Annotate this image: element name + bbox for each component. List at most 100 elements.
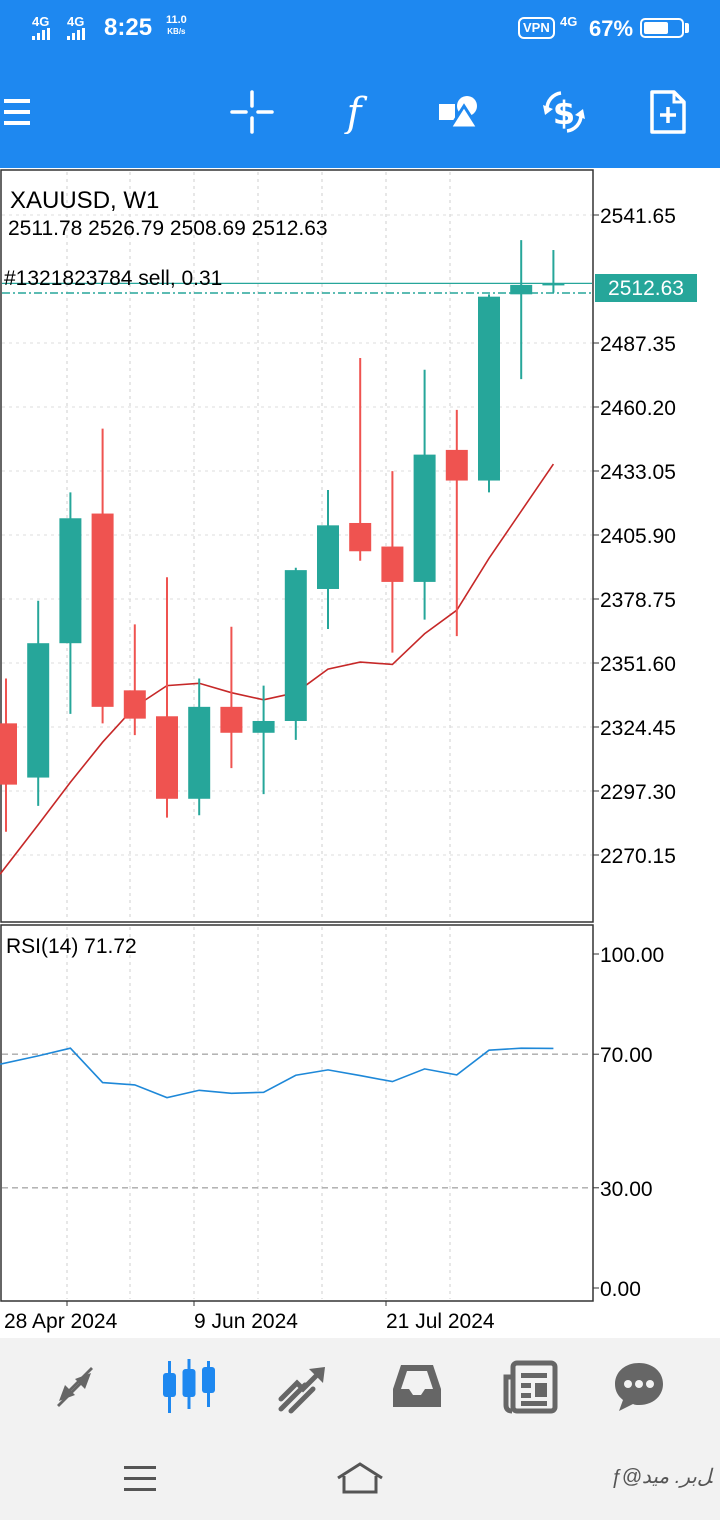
symbol-title: XAUUSD, W1: [10, 187, 159, 214]
candle-body: [188, 706, 211, 799]
objects-icon: [439, 96, 481, 130]
candle-body: [349, 522, 372, 552]
battery-fill: [644, 22, 668, 34]
nav-trade[interactable]: [268, 1356, 338, 1418]
ohlc-values: 2511.78 2526.79 2508.69 2512.63: [8, 217, 328, 240]
vpn-badge: VPN: [518, 17, 555, 39]
svg-text:f: f: [344, 90, 368, 134]
candle-body: [510, 284, 533, 295]
rsi-pane-frame: [0, 924, 594, 1302]
objects-button[interactable]: [430, 82, 490, 142]
candle-body: [123, 690, 146, 719]
chart-area[interactable]: XAUUSD, W1 2511.78 2526.79 2508.69 2512.…: [0, 168, 720, 1338]
moving-average: [0, 463, 555, 875]
battery-tip: [685, 23, 689, 33]
rsi-label: RSI(14) 71.72: [6, 935, 137, 958]
candle-body: [445, 449, 468, 481]
currency-icon: $: [543, 91, 585, 133]
home-icon: [337, 1462, 383, 1494]
candles: [0, 240, 565, 832]
price-tick-label: 2541.65: [600, 205, 676, 228]
candle-body: [220, 706, 243, 733]
price-tick-label: 2351.60: [600, 653, 676, 676]
current-price-tag: [595, 274, 697, 302]
menu-icon: [4, 99, 30, 125]
quotes-icon: [57, 1367, 93, 1407]
rsi-tick-label: 30.00: [600, 1178, 653, 1201]
rsi-tick-label: 100.00: [600, 944, 664, 967]
history-icon: [393, 1365, 441, 1407]
indicators-icon: f: [344, 90, 368, 134]
indicators-button[interactable]: f: [324, 82, 384, 142]
grid: [2, 172, 592, 1299]
signal-icon-2: 4G: [67, 14, 85, 29]
candle-body: [413, 454, 436, 582]
nav-history[interactable]: [382, 1356, 452, 1418]
price-tick-label: 2433.05: [600, 461, 676, 484]
recent-apps-icon: [124, 1466, 156, 1491]
battery-icon: [640, 18, 684, 38]
nav-chat[interactable]: [604, 1356, 674, 1418]
chat-icon: [615, 1363, 663, 1411]
chart-toolbar: f $: [0, 58, 720, 168]
price-tick-label: 2487.35: [600, 333, 676, 356]
speed-unit: KB/s: [167, 27, 186, 36]
crosshair-icon: [230, 90, 274, 134]
main-pane-frame: [0, 169, 594, 923]
candle-body: [542, 283, 565, 286]
network-speed: 11.0 KB/s: [166, 15, 187, 37]
candle-body: [59, 518, 82, 644]
rsi-tick-label: 70.00: [600, 1044, 653, 1067]
price-tick-label: 2460.20: [600, 397, 676, 420]
new-order-icon: [650, 90, 686, 134]
ma-series-line: [0, 463, 555, 875]
chart-icon: [163, 1359, 215, 1413]
current-price: 2512.63: [608, 277, 684, 300]
candle-body: [0, 723, 17, 785]
news-icon: [503, 1360, 558, 1414]
bottom-navigation: [0, 1338, 720, 1434]
date-label: 28 Apr 2024: [4, 1310, 118, 1333]
nav-chart[interactable]: [154, 1356, 224, 1418]
menu-button[interactable]: [0, 82, 44, 142]
nav-quotes[interactable]: [40, 1356, 110, 1418]
recent-apps-button[interactable]: [120, 1462, 160, 1496]
candle-body: [381, 546, 404, 582]
crosshair-button[interactable]: [222, 82, 282, 142]
price-tick-label: 2378.75: [600, 589, 676, 612]
home-button[interactable]: [334, 1458, 386, 1498]
signal-bars-icon-2: [67, 28, 85, 40]
status-bar: 4G 4G 8:25 11.0 KB/s VPN 4G 67%: [0, 0, 720, 58]
trade-icon: [278, 1367, 325, 1414]
clock: 8:25: [104, 14, 153, 41]
currency-button[interactable]: $: [534, 82, 594, 142]
rsi-tick-label: 0.00: [600, 1278, 641, 1301]
date-label: 9 Jun 2024: [194, 1310, 298, 1333]
watermark: ƒ@ﻞﺑﺮ. ﻣﻴﺪ: [610, 1466, 712, 1488]
price-tick-label: 2405.90: [600, 525, 676, 548]
nav-news[interactable]: [496, 1356, 566, 1418]
candle-body: [27, 643, 50, 778]
new-order-button[interactable]: [638, 82, 698, 142]
system-navigation: ƒ@ﻞﺑﺮ. ﻣﻴﺪ: [0, 1434, 720, 1520]
price-chart[interactable]: XAUUSD, W1 2511.78 2526.79 2508.69 2512.…: [0, 168, 720, 1338]
candle-body: [284, 570, 307, 721]
order-label[interactable]: #1321823784 sell, 0.31: [4, 267, 222, 290]
rsi-series-line: [0, 1047, 554, 1099]
candle-body: [478, 296, 500, 481]
price-tick-label: 2297.30: [600, 781, 676, 804]
candle-body: [91, 513, 114, 707]
rsi-axis: 100.00 70.00 30.00 0.00: [593, 944, 664, 1301]
price-tick-label: 2270.15: [600, 845, 676, 868]
candle-body: [252, 720, 275, 733]
candle-body: [156, 716, 178, 799]
battery-percent: 67%: [589, 16, 634, 41]
speed-value: 11.0: [166, 14, 187, 26]
signal-icon-3: 4G: [560, 14, 578, 29]
rsi-line: [0, 1047, 554, 1099]
price-axis: 2541.65 2487.35 2460.20 2433.05 2405.90 2378.…: [593, 205, 676, 868]
signal-bars-icon-1: [32, 28, 50, 40]
date-axis: 28 Apr 2024 9 Jun 2024 21 Jul 2024: [4, 1301, 495, 1333]
signal-icon-1: 4G: [32, 14, 50, 29]
svg-text:$: $: [553, 94, 575, 132]
